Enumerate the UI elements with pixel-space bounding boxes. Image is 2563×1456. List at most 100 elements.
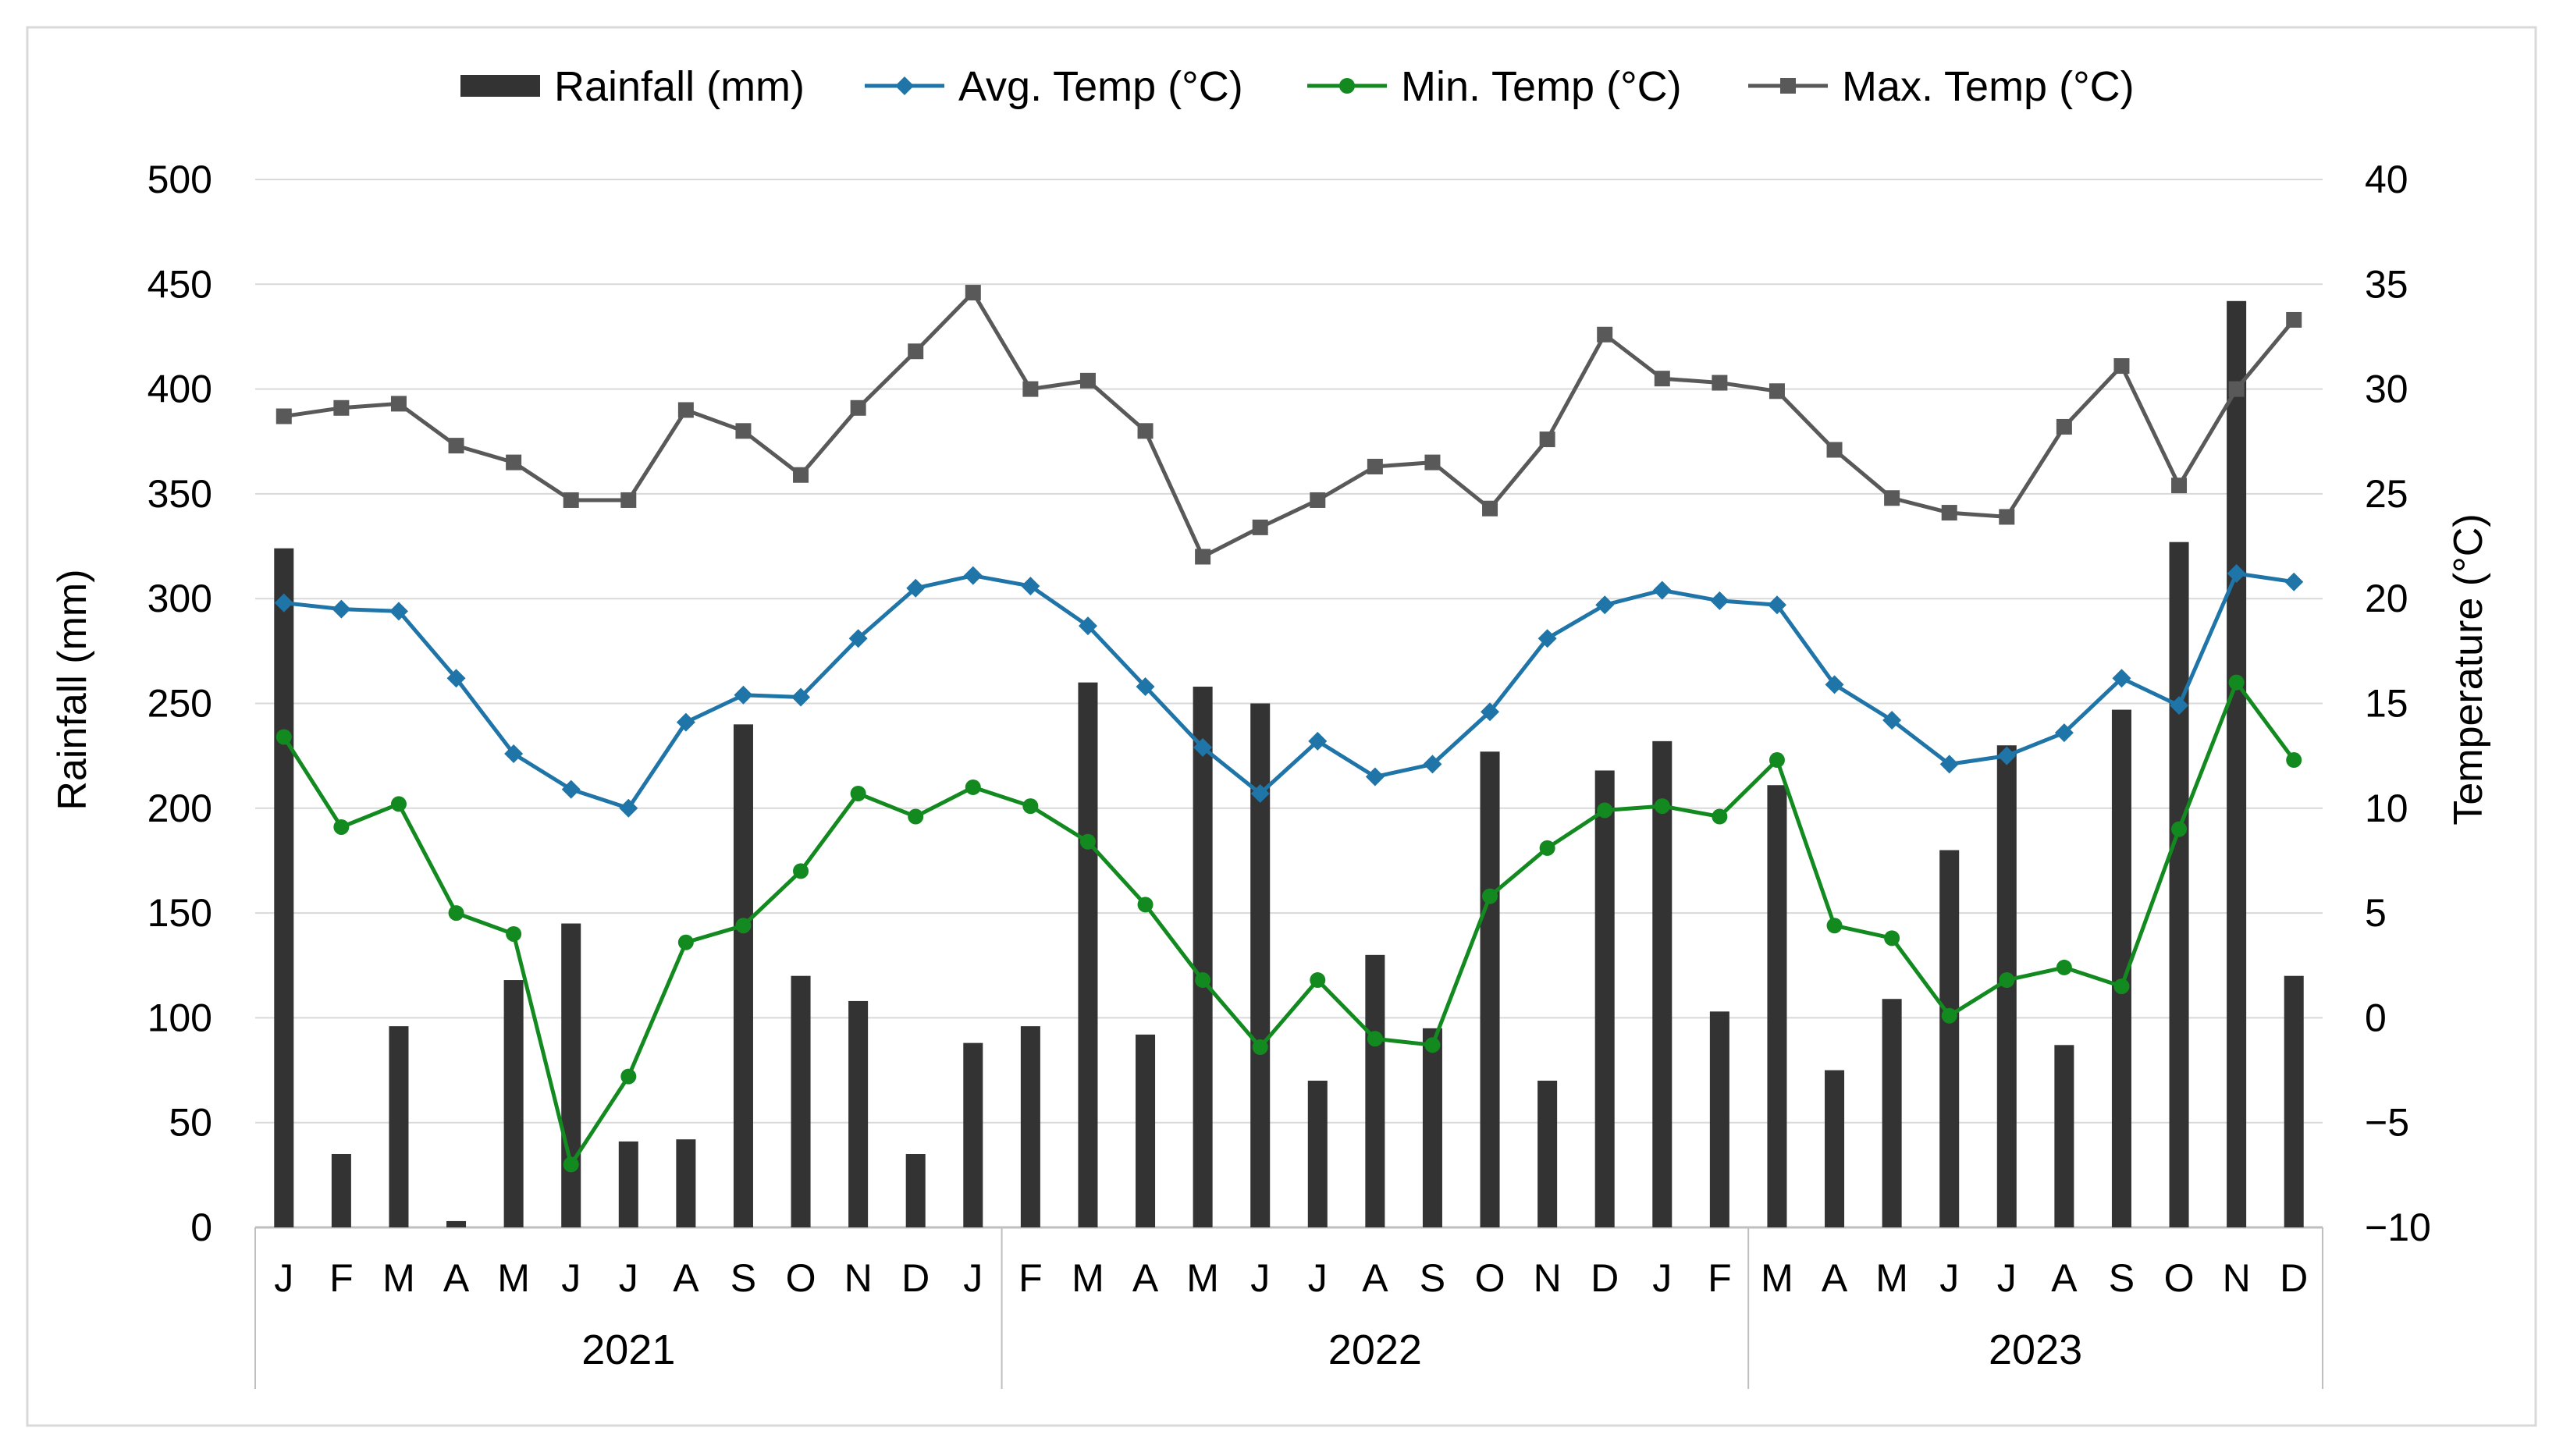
max-temp-point: [677, 402, 694, 418]
max-temp-point: [1367, 458, 1383, 474]
y-tick-label-right: 15: [2365, 682, 2408, 726]
x-tick-label: M: [1072, 1256, 1104, 1300]
max-temp-point: [2286, 311, 2302, 328]
min-temp-point: [1597, 802, 1613, 819]
x-tick-label: J: [274, 1256, 293, 1300]
y-tick-label-right: 0: [2365, 996, 2387, 1039]
rainfall-bar: [1078, 682, 1098, 1227]
y-tick-label-left: 50: [169, 1101, 212, 1145]
rainfall-bar: [1767, 785, 1787, 1227]
min-temp-point: [333, 819, 350, 835]
legend-key-rainfall: [460, 75, 540, 97]
x-tick-label: J: [561, 1256, 581, 1300]
avg-temp-point: [1767, 595, 1786, 615]
min-temp-point: [2171, 821, 2188, 837]
min-temp-point: [1252, 1039, 1268, 1056]
y-axis-title-right: Temperature (°C): [2446, 513, 2491, 825]
max-temp-point: [1252, 519, 1268, 535]
avg-temp-point: [2112, 669, 2131, 688]
min-temp-point: [1826, 918, 1843, 934]
max-temp-point: [1310, 492, 1326, 508]
x-tick-label: F: [1018, 1256, 1043, 1300]
max-temp-point: [1424, 454, 1441, 471]
y-tick-label-left: 300: [148, 577, 212, 620]
max-temp-point: [1826, 442, 1843, 458]
max-temp-point: [620, 492, 637, 508]
avg-temp-point: [1595, 595, 1615, 615]
x-tick-label: O: [786, 1256, 816, 1300]
min-temp-point: [1884, 930, 1900, 946]
avg-temp-point: [1997, 746, 2017, 765]
avg-temp-point: [332, 599, 351, 619]
rainfall-bar: [1709, 1011, 1729, 1227]
min-temp-point: [1022, 798, 1039, 815]
y-tick-label-left: 400: [148, 368, 212, 411]
rainfall-bar: [848, 1000, 869, 1227]
min-temp-point: [965, 779, 981, 795]
x-tick-label: A: [1362, 1256, 1388, 1300]
avg-temp-point: [963, 566, 983, 585]
tick-labels: 0 −10 50 −5 100 0 150 5 200 10 250 15 300 20 350 25 400 3…: [148, 158, 2431, 1373]
y-tick-label-right: 10: [2365, 787, 2408, 830]
avg-temp-point: [2054, 723, 2074, 743]
max-temp-point: [1884, 490, 1900, 506]
x-tick-label: A: [1132, 1256, 1159, 1300]
max-temp-point: [448, 438, 464, 454]
max-temp-point: [965, 285, 981, 301]
avg-temp-point: [619, 798, 638, 818]
legend-label: Max. Temp (°C): [1842, 63, 2135, 110]
x-tick-label: A: [2051, 1256, 2078, 1300]
avg-temp-point: [1078, 616, 1097, 636]
rainfall-bar: [1307, 1080, 1328, 1227]
max-temp-point: [908, 343, 924, 360]
rainfall-bar: [1365, 954, 1385, 1227]
max-temp-point: [1941, 505, 1957, 521]
rainfall-bar: [1537, 1080, 1558, 1227]
min-temp-point: [1999, 972, 2015, 989]
x-tick-label: O: [1475, 1256, 1505, 1300]
rainfall-bar: [2227, 300, 2247, 1228]
x-tick-label: D: [1591, 1256, 1619, 1300]
x-tick-label: F: [329, 1256, 354, 1300]
min-temp-point: [1654, 798, 1670, 815]
max-temp-point: [1769, 383, 1785, 400]
y-tick-label-left: 250: [148, 682, 212, 726]
min-temp-point: [620, 1068, 637, 1085]
rainfall-bar: [331, 1153, 351, 1227]
min-temp-point: [1137, 897, 1154, 913]
max-temp-point: [1482, 500, 1498, 517]
x-tick-label: S: [731, 1256, 756, 1300]
max-temp-point: [1539, 431, 1555, 448]
avg-temp-point: [1481, 702, 1500, 722]
avg-temp-point: [734, 685, 753, 705]
temperature-markers: [274, 285, 2304, 1173]
max-temp-point: [1195, 549, 1211, 565]
rainfall-bar: [1193, 687, 1213, 1227]
avg-temp-point: [848, 629, 868, 648]
rainfall-bar: [561, 923, 581, 1227]
avg-temp-point: [1882, 710, 1902, 730]
min-temp-point: [506, 925, 522, 942]
rainfall-bar: [963, 1042, 983, 1227]
avg-temp-point: [504, 744, 524, 763]
legend-key-marker: [895, 76, 914, 95]
min-temp-point: [735, 918, 752, 934]
avg-temp-point: [1423, 755, 1442, 774]
y-tick-label-right: 30: [2365, 368, 2408, 411]
max-temp-point: [563, 492, 579, 508]
y-tick-label-left: 150: [148, 891, 212, 935]
avg-temp-point: [1825, 675, 1844, 694]
rainfall-bar: [733, 724, 753, 1227]
y-tick-label-left: 350: [148, 472, 212, 516]
rainfall-bar: [1136, 1034, 1156, 1227]
max-temp-point: [2113, 358, 2130, 375]
max-temp-point: [2056, 418, 2072, 435]
avg-temp-point: [1021, 577, 1040, 596]
legend: Rainfall (mm) Avg. Temp (°C) Min. Temp (°C…: [460, 63, 2135, 110]
avg-temp-point: [1939, 755, 1959, 774]
x-tick-label: N: [1534, 1256, 1562, 1300]
x-tick-label: S: [1420, 1256, 1445, 1300]
max-temp-point: [275, 408, 292, 424]
rainfall-bar: [1422, 1028, 1442, 1227]
max-temp-point: [2228, 381, 2245, 397]
